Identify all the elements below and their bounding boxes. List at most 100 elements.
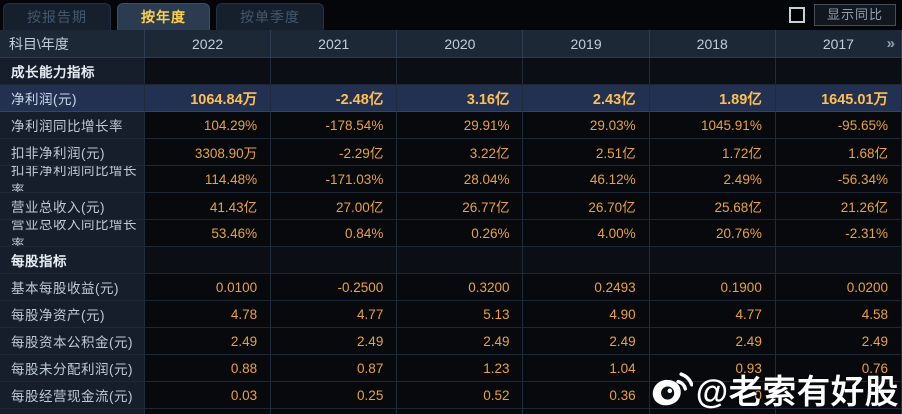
cell (775, 247, 902, 274)
cell: -171.03% (271, 166, 398, 193)
cell: 0.26% (397, 220, 524, 247)
section-row-growth: 成长能力指标 (0, 58, 902, 85)
cell: 1.04 (523, 355, 650, 382)
cell (523, 58, 650, 85)
cell: 114.48% (145, 166, 272, 193)
show-yoy-label[interactable]: 显示同比 (813, 4, 896, 26)
cell: 53.46% (145, 220, 272, 247)
cell: 26.77亿 (397, 193, 524, 220)
cell: 2.49 (523, 328, 650, 355)
cell: 1045.91% (649, 112, 776, 139)
cell: -56.34% (775, 166, 902, 193)
table-row-basic-eps[interactable]: 基本每股收益(元) 0.0100 -0.2500 0.3200 0.2493 0… (0, 274, 902, 301)
table-row-non-gaap-net-profit[interactable]: 扣非净利润(元) 3308.90万 -2.29亿 3.22亿 2.51亿 1.7… (0, 139, 902, 166)
show-yoy-checkbox[interactable] (788, 7, 805, 23)
cell: 0.3200 (397, 274, 524, 301)
year-header-2021: 2021 (271, 30, 398, 58)
cell (775, 382, 902, 409)
cell: 5.13 (397, 301, 524, 328)
cell: 0.87 (271, 355, 398, 382)
cell: 46.12% (523, 166, 650, 193)
row-label: 每股资本公积金(元) (0, 328, 145, 355)
cell: 0.0100 (145, 274, 272, 301)
cell: 25.68亿 (649, 193, 776, 220)
cell: 4.77 (271, 301, 398, 328)
table-row-non-gaap-net-profit-yoy[interactable]: 扣非净利润同比增长率 114.48% -171.03% 28.04% 46.12… (0, 166, 902, 193)
section-row-per-share: 每股指标 (0, 247, 902, 274)
table-row-operating-cash-flow-per-share[interactable]: 每股经营现金流(元) 0.03 0.25 0.52 0.36 0 (0, 382, 902, 409)
cell: 1.72亿 (649, 139, 776, 166)
cell: 4.58 (775, 301, 902, 328)
cell: 2.49 (775, 328, 902, 355)
row-label: 净利润同比增长率 (0, 112, 145, 139)
year-header-2017-label: 2017 (822, 35, 854, 52)
table-row-net-profit[interactable]: 净利润(元) 1064.84万 -2.48亿 3.16亿 2.43亿 1.89亿… (0, 85, 902, 112)
cell: 3.22亿 (397, 139, 524, 166)
cell: 27.00亿 (271, 193, 398, 220)
cell: 0.03 (145, 382, 272, 409)
partial-next-row (0, 409, 902, 414)
cell: 26.70亿 (523, 193, 650, 220)
table-row-total-revenue[interactable]: 营业总收入(元) 41.43亿 27.00亿 26.77亿 26.70亿 25.… (0, 193, 902, 220)
cell: 0.88 (145, 355, 272, 382)
cell: -178.54% (271, 112, 398, 139)
tab-by-single-quarter[interactable]: 按单季度 (216, 3, 324, 30)
cell: 0.84% (271, 220, 398, 247)
tab-by-report-period[interactable]: 按报告期 (3, 3, 111, 30)
row-label: 每股净资产(元) (0, 301, 145, 328)
cell: -2.31% (775, 220, 902, 247)
cell (775, 409, 902, 414)
cell (649, 58, 776, 85)
table-row-total-revenue-yoy[interactable]: 营业总收入同比增长率 53.46% 0.84% 0.26% 4.00% 20.7… (0, 220, 902, 247)
year-header-2018: 2018 (649, 30, 776, 58)
row-label: 营业总收入同比增长率 (0, 220, 145, 247)
cell: 2.49 (649, 328, 776, 355)
cell: -2.48亿 (271, 85, 398, 112)
cell: 0.0200 (775, 274, 902, 301)
table-header-row: 科目\年度 2022 2021 2020 2019 2018 2017 » (0, 30, 902, 58)
cell: 3.16亿 (397, 85, 524, 112)
row-label: 营业总收入(元) (0, 193, 145, 220)
cell: 29.91% (397, 112, 524, 139)
cell: 104.29% (145, 112, 272, 139)
cell (523, 247, 650, 274)
tab-by-year[interactable]: 按年度 (117, 3, 210, 30)
cell: 4.90 (523, 301, 650, 328)
cell: 2.49 (145, 328, 272, 355)
cell (271, 58, 398, 85)
year-header-2019: 2019 (523, 30, 650, 58)
cell (397, 247, 524, 274)
financial-indicators-table: 科目\年度 2022 2021 2020 2019 2018 2017 » 成长… (0, 30, 902, 414)
cell (523, 409, 650, 414)
row-label: 每股经营现金流(元) (0, 382, 145, 409)
cell: 0.52 (397, 382, 524, 409)
section-label: 每股指标 (0, 247, 145, 274)
cell: 4.78 (145, 301, 272, 328)
cell: 41.43亿 (145, 193, 272, 220)
cell: 1645.01万 (775, 85, 902, 112)
cell: 4.77 (649, 301, 776, 328)
table-row-net-profit-yoy[interactable]: 净利润同比增长率 104.29% -178.54% 29.91% 29.03% … (0, 112, 902, 139)
table-row-net-assets-per-share[interactable]: 每股净资产(元) 4.78 4.77 5.13 4.90 4.77 4.58 (0, 301, 902, 328)
year-header-2017: 2017 » (775, 30, 902, 58)
cell: 2.43亿 (523, 85, 650, 112)
table-row-capital-reserve-per-share[interactable]: 每股资本公积金(元) 2.49 2.49 2.49 2.49 2.49 2.49 (0, 328, 902, 355)
table-row-undistributed-profit-per-share[interactable]: 每股未分配利润(元) 0.88 0.87 1.23 1.04 0.93 0.76 (0, 355, 902, 382)
row-label: 每股未分配利润(元) (0, 355, 145, 382)
cell: 4.00% (523, 220, 650, 247)
period-tab-bar: 按报告期 按年度 按单季度 显示同比 (0, 0, 902, 30)
row-label: 扣非净利润同比增长率 (0, 166, 145, 193)
cell: 0.25 (271, 382, 398, 409)
cell: 0.76 (775, 355, 902, 382)
row-label: 净利润(元) (0, 85, 145, 112)
year-header-2020: 2020 (397, 30, 524, 58)
cell (397, 409, 524, 414)
yoy-controls: 显示同比 (788, 4, 896, 26)
cell: 0.2493 (523, 274, 650, 301)
row-label: 扣非净利润(元) (0, 139, 145, 166)
more-years-chevron-icon[interactable]: » (886, 35, 895, 52)
cell: 0.1900 (649, 274, 776, 301)
cell (775, 58, 902, 85)
cell: 20.76% (649, 220, 776, 247)
cell: 0.36 (523, 382, 650, 409)
